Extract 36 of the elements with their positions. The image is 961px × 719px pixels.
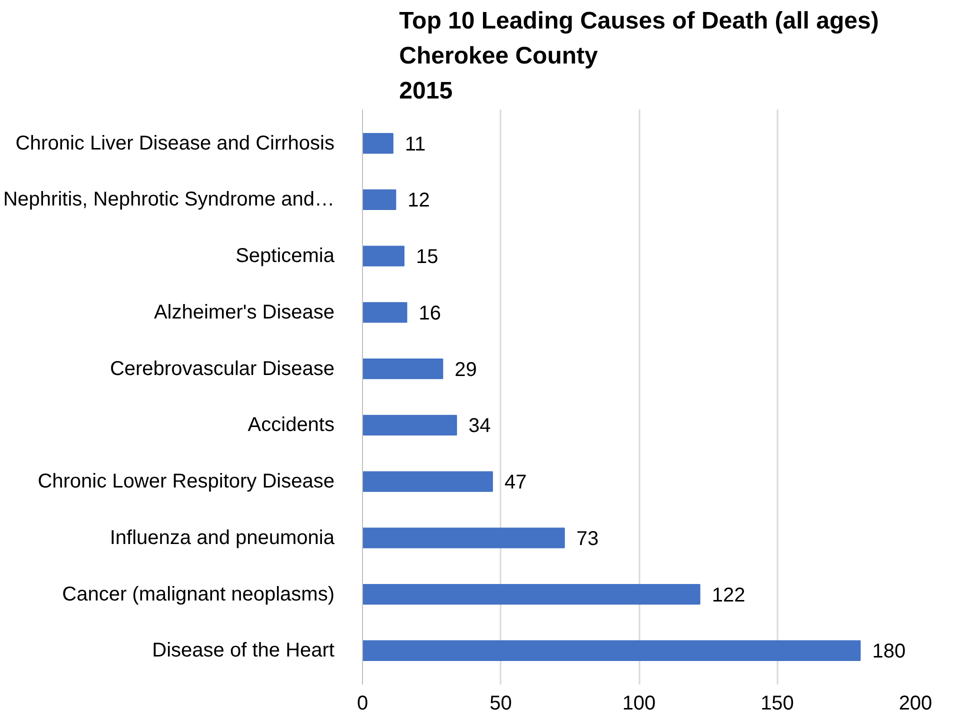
bar <box>362 584 700 605</box>
bar <box>362 414 458 436</box>
bar <box>362 358 444 380</box>
y-tick-label: Cancer (malignant neoplasms) <box>62 583 334 606</box>
x-tick-label: 200 <box>898 692 932 714</box>
data-label: 12 <box>408 190 430 212</box>
x-tick-label: 150 <box>760 692 794 714</box>
data-label: 47 <box>504 472 527 494</box>
data-label: 34 <box>468 415 491 438</box>
bar <box>362 640 861 662</box>
data-label: 73 <box>576 528 599 550</box>
y-tick-label: Chronic Liver Disease and Cirrhosis <box>15 132 334 154</box>
y-tick-label: Nephritis, Nephrotic Syndrome and… <box>3 188 335 211</box>
data-label: 11 <box>404 133 426 156</box>
data-label: 180 <box>872 640 906 663</box>
y-tick-label: Chronic Lower Respitory Disease <box>38 470 335 493</box>
data-label: 16 <box>418 302 441 324</box>
y-tick-label: Disease of the Heart <box>152 640 335 662</box>
bar <box>362 528 565 548</box>
x-tick-label: 100 <box>622 692 656 714</box>
y-tick-label: Influenza and pneumonia <box>110 526 336 549</box>
bar <box>362 189 396 210</box>
x-tick-label: 0 <box>356 692 368 714</box>
y-tick-label: Alzheimer's Disease <box>154 301 334 324</box>
bar <box>362 471 493 492</box>
data-label: 29 <box>454 358 477 381</box>
chart-title: Top 10 Leading Causes of Death (all ages) Cherokee County 2015 <box>399 7 879 104</box>
y-tick-label: Cerebrovascular Disease <box>110 358 335 380</box>
bar <box>362 302 408 323</box>
bar <box>362 132 394 154</box>
y-tick-label: Septicemia <box>236 245 336 268</box>
data-label: 122 <box>712 584 746 606</box>
x-tick-label: 50 <box>490 692 512 714</box>
data-label: 15 <box>416 246 438 268</box>
y-tick-label: Accidents <box>248 414 335 436</box>
bar <box>362 246 404 266</box>
